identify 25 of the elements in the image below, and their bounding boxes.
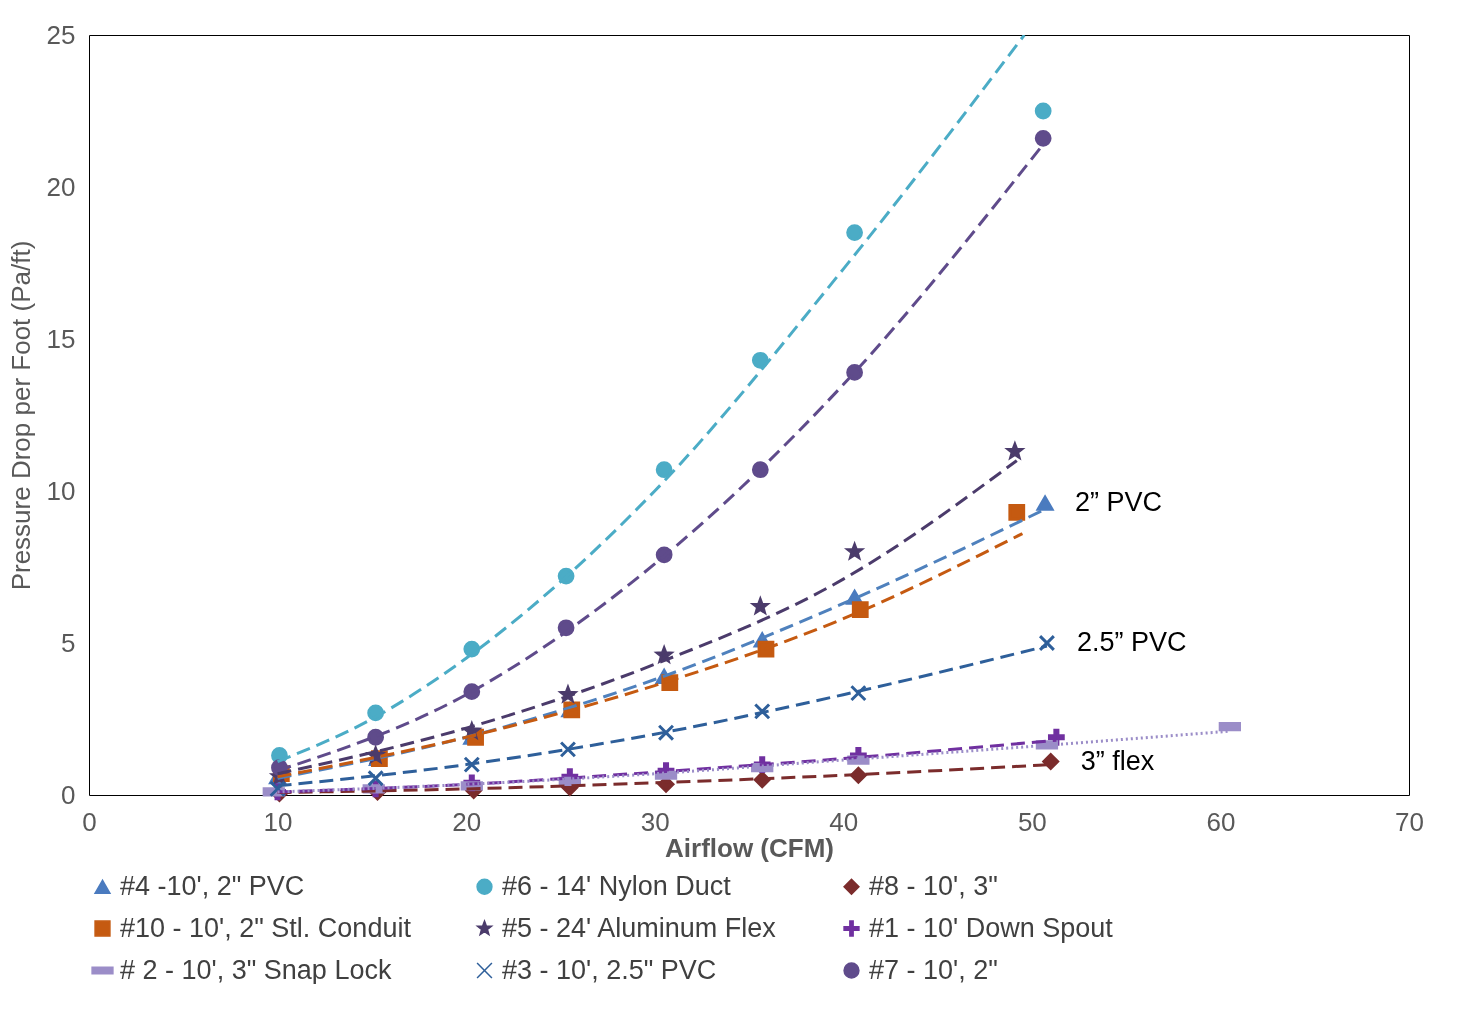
legend-label: #3 - 10', 2.5" PVC	[502, 954, 717, 985]
annotation: 2.5” PVC	[1076, 627, 1187, 657]
x-tick-label: 10	[263, 806, 293, 837]
legend-label: #10 - 10', 2" Stl. Conduit	[120, 912, 412, 943]
legend-label: # 2 - 10', 3" Snap Lock	[120, 954, 392, 985]
annotation: 3” flex	[1080, 745, 1155, 776]
x-tick-label: 20	[452, 806, 482, 837]
legend-label: #1 - 10' Down Spout	[869, 912, 1114, 943]
y-tick-label: 10	[46, 475, 76, 506]
x-tick-label: 70	[1395, 806, 1424, 837]
legend-label: #5 - 24' Aluminum Flex	[502, 912, 777, 943]
y-tick-label: 15	[46, 323, 76, 354]
y-tick-label: 25	[46, 19, 76, 50]
x-tick-label: 50	[1017, 806, 1047, 837]
legend-label: #6 - 14' Nylon Duct	[502, 870, 732, 901]
legend-label: #8 - 10', 3"	[869, 870, 998, 901]
y-axis-title: Pressure Drop per Foot (Pa/ft)	[5, 240, 36, 591]
annotation: 2” PVC	[1075, 487, 1163, 518]
x-tick-label: 60	[1206, 806, 1236, 837]
legend-label: #7 - 10', 2"	[869, 954, 998, 985]
y-tick-label: 5	[61, 627, 76, 658]
y-tick-label: 0	[61, 779, 76, 810]
y-tick-label: 20	[46, 171, 76, 202]
x-tick-label: 0	[82, 806, 97, 837]
legend-label: #4 -10', 2" PVC	[120, 870, 305, 901]
